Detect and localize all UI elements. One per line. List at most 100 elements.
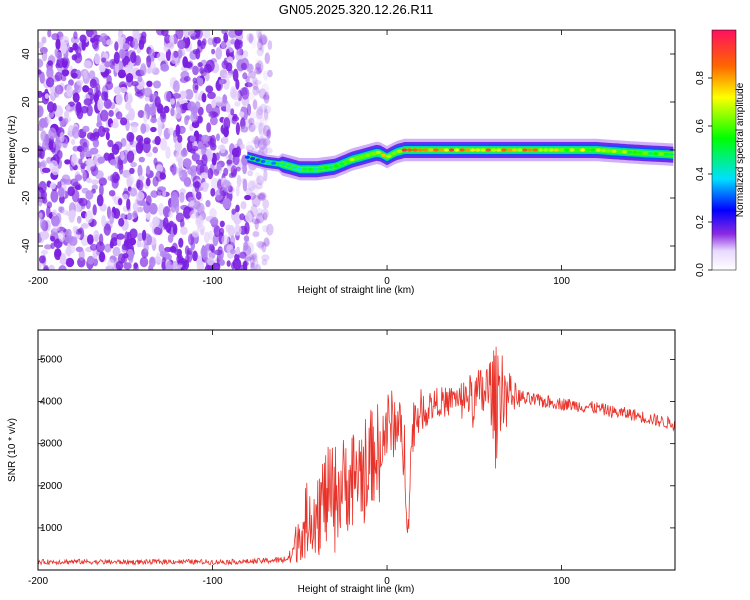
noise-blob <box>257 31 263 44</box>
noise-blob <box>260 36 267 46</box>
signal-core <box>548 148 554 152</box>
noise-blob <box>56 150 63 160</box>
noise-blob <box>142 140 151 154</box>
signal-core <box>527 148 533 152</box>
noise-blob <box>231 208 237 215</box>
y-tick-label: 4000 <box>40 397 63 408</box>
noise-blob <box>252 82 259 91</box>
noise-blob <box>213 168 220 176</box>
noise-blob <box>130 161 138 168</box>
noise-blob <box>232 258 242 270</box>
noise-blob <box>71 54 78 61</box>
noise-blob <box>38 181 47 194</box>
signal-core <box>621 150 628 154</box>
noise-blob <box>57 181 62 190</box>
noise-blob <box>200 172 208 180</box>
y-tick-label: 2000 <box>40 481 63 492</box>
noise-blob <box>82 85 90 93</box>
signal-core <box>286 164 292 168</box>
noise-blob <box>132 38 139 50</box>
noise-blob <box>223 167 229 177</box>
noise-blob <box>220 106 228 112</box>
noise-blob <box>265 147 273 154</box>
noise-blob <box>259 34 268 46</box>
noise-blob <box>83 60 92 69</box>
noise-blob <box>136 191 145 201</box>
signal-band-layer <box>247 147 674 172</box>
spectrogram-panel: -200 -100 0 100 40 20 0 -20 -40 Height of strai… <box>7 29 676 296</box>
noise-blob <box>252 77 258 84</box>
noise-blob <box>153 157 158 166</box>
noise-blob <box>153 80 161 89</box>
noise-blob <box>49 182 56 190</box>
noise-blob <box>202 181 207 188</box>
noise-blob <box>103 223 112 236</box>
signal-core <box>464 148 470 152</box>
noise-blob <box>42 197 48 204</box>
noise-blob <box>248 33 254 44</box>
x-tick-label: 0 <box>384 576 390 587</box>
noise-blob <box>87 255 95 265</box>
noise-blob <box>71 138 76 146</box>
signal-core <box>569 148 575 152</box>
noise-blob <box>179 192 185 203</box>
noise-blob <box>201 134 210 143</box>
noise-blob <box>173 80 180 93</box>
x-tick-label: -100 <box>203 276 223 287</box>
noise-blob <box>165 260 174 270</box>
noise-blob <box>248 117 255 125</box>
noise-blob <box>197 62 203 68</box>
noise-blob <box>156 189 163 196</box>
noise-blob <box>61 174 71 183</box>
noise-blob <box>137 199 147 207</box>
noise-blob <box>55 212 62 224</box>
noise-blob <box>165 48 172 62</box>
y-tick-label: 20 <box>21 96 32 108</box>
noise-blob <box>114 141 123 151</box>
noise-blob <box>43 265 49 270</box>
noise-blob <box>83 70 88 79</box>
noise-blob <box>150 117 158 124</box>
noise-blob <box>86 158 94 167</box>
noise-blob <box>192 181 201 189</box>
noise-blob <box>261 241 267 253</box>
noise-blob <box>251 263 259 270</box>
noise-blob <box>218 79 223 85</box>
noise-blob <box>195 48 201 60</box>
noise-blob <box>172 223 178 235</box>
noise-blob <box>190 112 199 123</box>
noise-blob <box>76 46 82 59</box>
noise-blob <box>194 92 201 102</box>
noise-blob <box>256 240 265 248</box>
noise-blob <box>224 72 233 78</box>
signal-core <box>318 167 324 171</box>
signal-core <box>470 148 476 152</box>
noise-blob <box>92 248 98 259</box>
signal-core <box>417 148 423 152</box>
noise-blob <box>99 183 104 197</box>
noise-blob <box>232 113 238 120</box>
noise-blob <box>88 70 96 80</box>
snr-panel: -200 -100 0 100 1000 2000 3000 4000 5000 Height… <box>7 329 676 595</box>
noise-blob <box>202 38 207 46</box>
noise-blob <box>209 208 217 219</box>
noise-blob <box>105 131 110 141</box>
x-tick-label: -200 <box>28 576 48 587</box>
noise-blob <box>174 107 182 119</box>
noise-blob <box>64 159 71 165</box>
noise-blob <box>140 123 147 134</box>
noise-blob <box>86 30 94 38</box>
noise-blob <box>187 30 197 37</box>
noise-blob <box>175 212 185 223</box>
noise-blob <box>244 118 252 129</box>
noise-blob <box>48 127 57 140</box>
noise-blob <box>247 92 255 101</box>
noise-blob <box>150 190 159 198</box>
noise-blob <box>240 201 247 210</box>
noise-blob <box>61 69 70 77</box>
noise-blob <box>251 179 258 190</box>
noise-blob <box>258 135 265 146</box>
noise-blob <box>92 204 97 216</box>
noise-blob <box>71 189 80 203</box>
noise-blob <box>58 116 63 122</box>
